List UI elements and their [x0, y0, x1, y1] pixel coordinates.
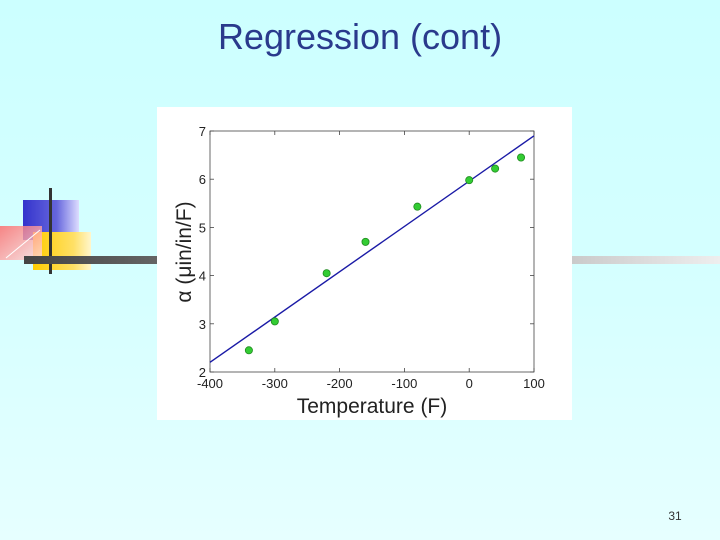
regression-line — [209, 135, 535, 363]
y-tick-label: 6 — [199, 172, 206, 187]
x-tick-label: -100 — [391, 376, 417, 391]
deco-vertical-line — [49, 188, 52, 274]
data-point — [491, 164, 500, 173]
deco-diagonal-line — [5, 229, 41, 259]
y-axis-label: α (μin/in/F) — [173, 201, 196, 302]
y-tick-label: 7 — [199, 124, 206, 139]
deco-red-square — [0, 226, 42, 260]
data-point — [244, 346, 253, 355]
x-axis-label: Temperature (F) — [297, 395, 448, 418]
data-point — [465, 176, 474, 185]
y-tick-label: 2 — [199, 365, 206, 380]
x-tick-label: -200 — [327, 376, 353, 391]
data-point — [413, 202, 422, 211]
x-tick-label: -300 — [262, 376, 288, 391]
data-point — [517, 153, 526, 162]
data-point — [322, 269, 331, 278]
data-point — [361, 237, 370, 246]
y-tick-label: 3 — [199, 317, 206, 332]
y-tick-label: 5 — [199, 220, 206, 235]
scatter-chart: -400 -300 -200 -100 0 100 2 3 4 5 6 7 Temperature (… — [173, 124, 545, 418]
chart-panel: -400 -300 -200 -100 0 100 2 3 4 5 6 7 Temperature (… — [157, 107, 572, 420]
slide-title: Regression (cont) — [217, 16, 503, 57]
x-tick-label: -400 — [197, 376, 223, 391]
plot-frame — [209, 130, 535, 373]
x-tick-label: 100 — [523, 376, 545, 391]
y-tick-label: 4 — [199, 269, 206, 284]
slide-number: 31 — [668, 509, 682, 523]
x-tick-label: 0 — [466, 376, 473, 391]
data-point — [270, 317, 279, 326]
